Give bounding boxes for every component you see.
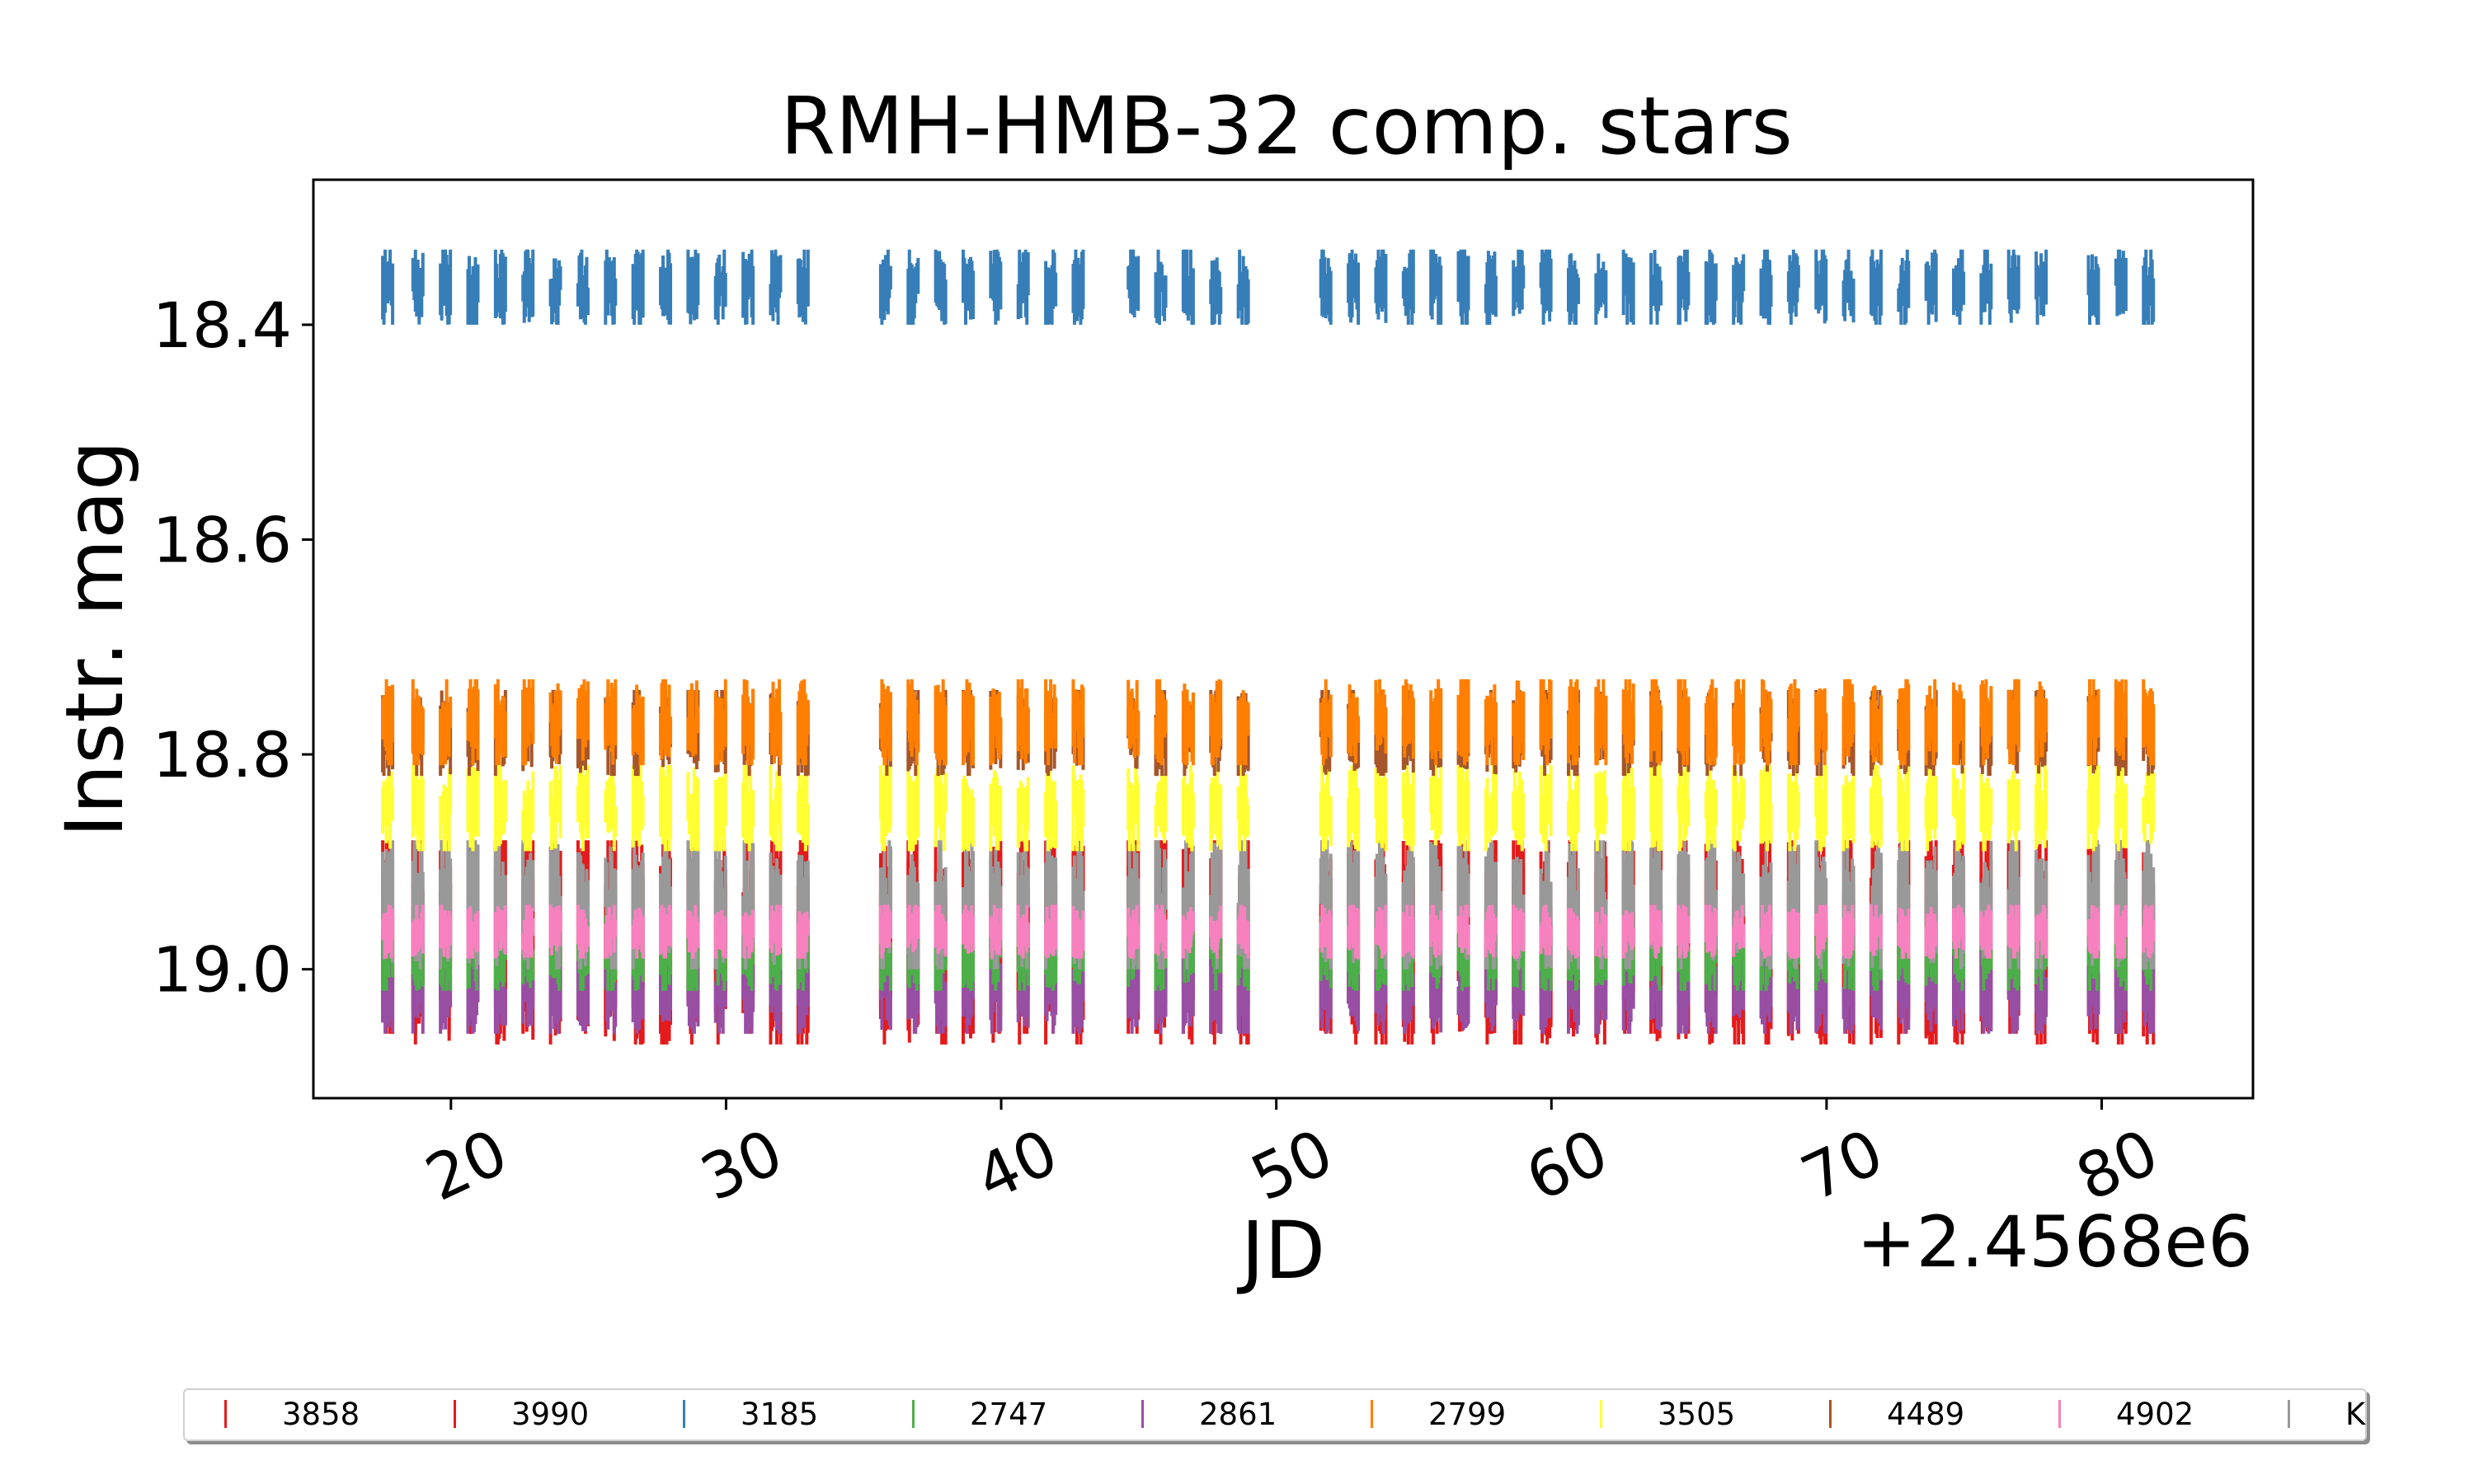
series-3505 [381,765,2156,852]
series-3185 [381,249,2156,325]
series-4489 [381,689,2156,777]
data-series [381,249,2156,1045]
series-4902 [381,904,2156,959]
series-3858 [381,840,2156,1045]
series-2861 [381,947,2156,1034]
series-3990 [381,840,2156,1034]
chart-title: RMH-HMB-32 comp. stars [780,80,1793,172]
series-2799 [381,679,2156,766]
series-K [381,840,2156,970]
series-2747 [381,915,2156,991]
